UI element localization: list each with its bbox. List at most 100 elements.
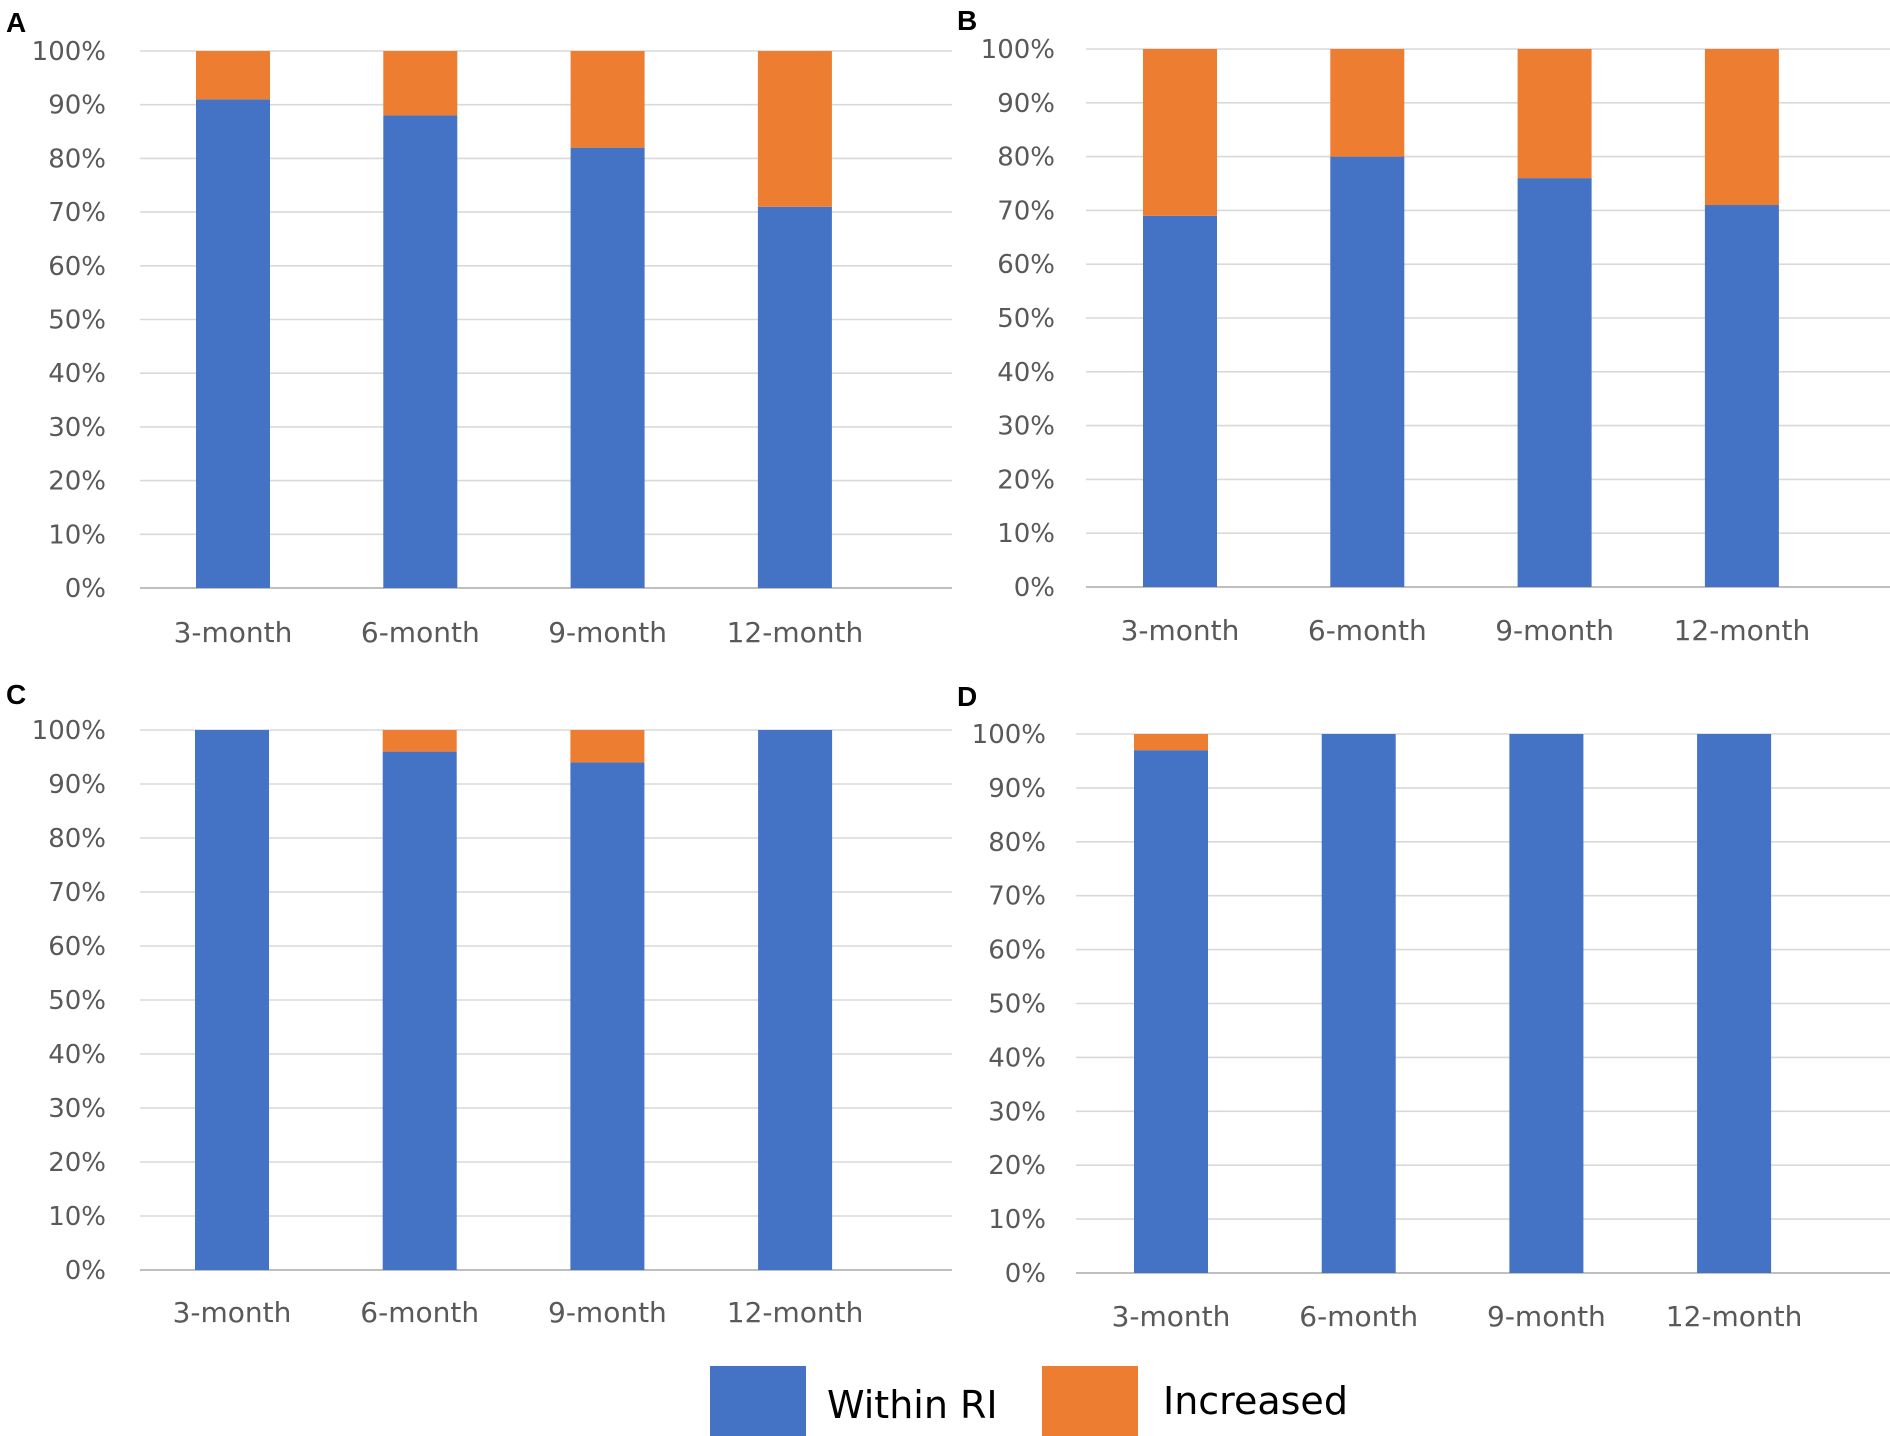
panel-d-letter: D — [957, 681, 977, 712]
panel-c-y-tick-label: 30% — [48, 1094, 106, 1124]
panel-b-x-tick-label: 6-month — [1308, 614, 1427, 647]
panel-d-y-tick-label: 20% — [988, 1151, 1046, 1181]
panel-b-y-tick-label: 40% — [997, 358, 1055, 388]
panel-c-y-tick-label: 60% — [48, 932, 106, 962]
panel-a-y-tick-label: 30% — [48, 413, 106, 443]
panel-d-y-tick-label: 100% — [972, 720, 1046, 750]
panel-d-bar-within-ri-12-month — [1697, 734, 1772, 1273]
panel-a-bar-increased-12-month — [757, 51, 832, 207]
panel-a-x-tick-label: 12-month — [727, 616, 864, 649]
panel-d-bar-within-ri-6-month — [1321, 734, 1396, 1273]
legend-swatch-increased — [1042, 1366, 1138, 1436]
panel-c-y-tick-label: 10% — [48, 1202, 106, 1232]
panel-b-x-tick-label: 9-month — [1495, 614, 1614, 647]
panel-c-y-tick-label: 80% — [48, 824, 106, 854]
panel-a-x-tick-label: 6-month — [361, 616, 480, 649]
panel-d-y-tick-label: 90% — [988, 774, 1046, 804]
panel-d: D 0% 10% 20% 30% 40% 50% 60% 70% 80% 90% 100% 3-mont… — [957, 681, 1890, 1333]
panel-b-y-tick-label: 0% — [1014, 573, 1055, 603]
panel-b-y-tick-label: 60% — [997, 250, 1055, 280]
panel-c-bar-increased-9-month — [570, 730, 645, 763]
panel-a-x-tick-label: 9-month — [548, 616, 667, 649]
panel-a-bar-increased-9-month — [570, 51, 645, 148]
panel-c-x-tick-label: 12-month — [727, 1296, 864, 1329]
panel-d-y-tick-label: 60% — [988, 936, 1046, 966]
panel-b-y-tick-label: 50% — [997, 304, 1055, 334]
panel-a-y-tick-label: 60% — [48, 252, 106, 282]
panel-a-y-tick-label: 50% — [48, 306, 106, 336]
panel-c-x-tick-label: 9-month — [548, 1296, 667, 1329]
panel-d-bar-increased-3-month — [1134, 734, 1208, 751]
panel-a-bar-increased-3-month — [196, 51, 270, 100]
panel-d-y-tick-label: 70% — [988, 882, 1046, 912]
panel-a-y-tick-label: 90% — [48, 91, 106, 121]
panel-b-bar-increased-6-month — [1330, 49, 1405, 157]
panel-b-bar-within-ri-12-month — [1704, 205, 1779, 587]
panel-b-bar-increased-3-month — [1143, 49, 1217, 216]
panel-b-bar-within-ri-9-month — [1517, 178, 1592, 587]
panel-d-bar-within-ri-3-month — [1134, 750, 1208, 1273]
panel-a-y-tick-label: 80% — [48, 144, 106, 174]
panel-d-y-tick-label: 80% — [988, 828, 1046, 858]
chart-panels: A 0% 10% 20% 30% 40% 50% 60% 70% 80% 90% 100% 3-mont… — [6, 5, 1890, 1333]
panel-b-y-tick-label: 30% — [997, 412, 1055, 442]
panel-a-bar-within-ri-9-month — [570, 147, 645, 588]
panel-a-y-tick-label: 20% — [48, 467, 106, 497]
panel-c-y-tick-label: 90% — [48, 770, 106, 800]
panel-d-x-tick-label: 9-month — [1487, 1300, 1606, 1333]
legend: Within RI Increased — [710, 1366, 1348, 1436]
panel-c-y-tick-label: 70% — [48, 878, 106, 908]
panel-d-y-tick-label: 30% — [988, 1097, 1046, 1127]
panel-b-y-tick-label: 10% — [997, 519, 1055, 549]
panel-b-y-tick-label: 90% — [997, 89, 1055, 119]
panel-a-y-tick-label: 70% — [48, 198, 106, 228]
panel-a-y-tick-label: 100% — [32, 37, 106, 67]
panel-d-y-tick-label: 50% — [988, 990, 1046, 1020]
panel-c-bar-within-ri-9-month — [570, 762, 645, 1270]
panel-a-bar-within-ri-12-month — [757, 206, 832, 589]
panel-c-y-tick-label: 50% — [48, 986, 106, 1016]
panel-c-bar-within-ri-12-month — [758, 730, 833, 1270]
panel-a-bar-increased-6-month — [383, 51, 458, 116]
panel-c-y-tick-label: 0% — [65, 1256, 106, 1286]
panel-c: C 0% 10% 20% 30% 40% 50% 60% 70% 80% 90% 100% 3-mont… — [6, 679, 952, 1329]
legend-swatch-within-ri — [710, 1366, 806, 1436]
panel-d-x-tick-label: 6-month — [1299, 1300, 1418, 1333]
panel-c-bar-within-ri-6-month — [382, 751, 457, 1270]
panel-a-bar-within-ri-3-month — [196, 99, 270, 588]
legend-label-within-ri: Within RI — [827, 1383, 998, 1427]
panel-b-y-tick-label: 100% — [981, 35, 1055, 65]
panel-d-y-tick-label: 0% — [1005, 1259, 1046, 1289]
panel-d-y-tick-label: 40% — [988, 1043, 1046, 1073]
panel-b-bar-within-ri-6-month — [1330, 156, 1405, 587]
panel-c-y-tick-label: 100% — [32, 716, 106, 746]
panel-a-letter: A — [6, 7, 26, 38]
legend-label-increased: Increased — [1163, 1379, 1348, 1423]
panel-d-bar-within-ri-9-month — [1509, 734, 1584, 1273]
panel-b-bar-within-ri-3-month — [1143, 215, 1217, 587]
panel-b-letter: B — [957, 5, 977, 36]
panel-c-y-tick-label: 20% — [48, 1148, 106, 1178]
panel-b-x-tick-label: 3-month — [1121, 614, 1240, 647]
panel-c-x-tick-label: 3-month — [173, 1296, 292, 1329]
panel-b-y-tick-label: 80% — [997, 143, 1055, 173]
panel-b-x-tick-label: 12-month — [1674, 614, 1811, 647]
panel-a-y-tick-label: 10% — [48, 520, 106, 550]
panel-b-bar-increased-12-month — [1704, 49, 1779, 206]
panel-b-y-tick-label: 70% — [997, 196, 1055, 226]
panel-c-letter: C — [6, 679, 26, 710]
panel-c-bar-within-ri-3-month — [195, 730, 269, 1270]
panel-a-bar-within-ri-6-month — [383, 115, 458, 588]
panel-d-x-tick-label: 12-month — [1666, 1300, 1803, 1333]
panel-c-bar-increased-6-month — [382, 730, 457, 752]
panel-a-y-tick-label: 0% — [65, 574, 106, 604]
panel-b-bar-increased-9-month — [1517, 49, 1592, 179]
panel-d-y-tick-label: 10% — [988, 1205, 1046, 1235]
panel-a: A 0% 10% 20% 30% 40% 50% 60% 70% 80% 90% 100% 3-mont… — [6, 7, 952, 649]
panel-b-y-tick-label: 20% — [997, 465, 1055, 495]
panel-d-x-tick-label: 3-month — [1112, 1300, 1231, 1333]
panel-b: B 0% 10% 20% 30% 40% 50% 60% 70% 80% 90% 100% 3-mont… — [957, 5, 1890, 647]
panel-c-y-tick-label: 40% — [48, 1040, 106, 1070]
panel-a-x-tick-label: 3-month — [174, 616, 293, 649]
